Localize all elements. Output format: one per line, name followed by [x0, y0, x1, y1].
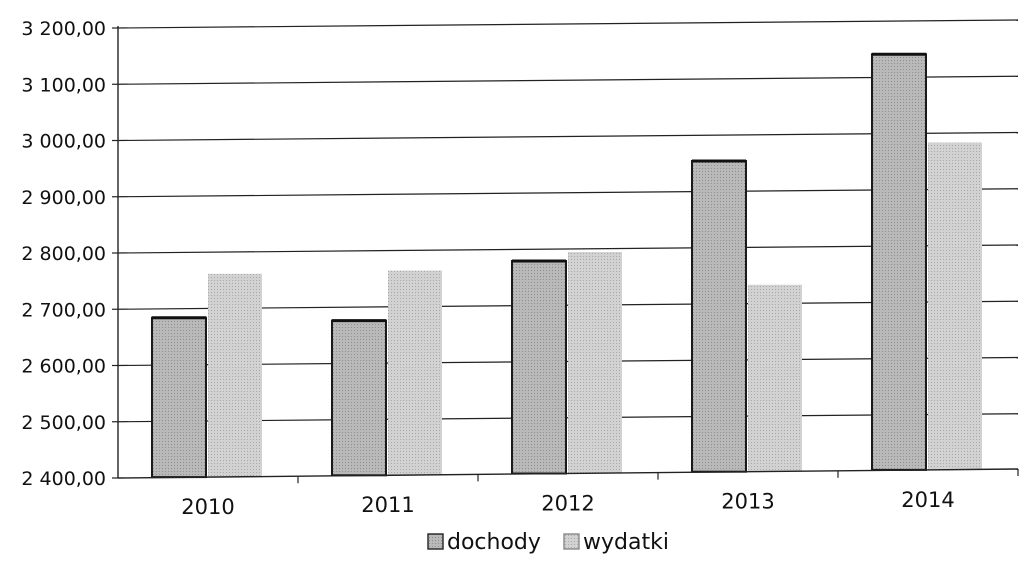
- gridline: [117, 131, 1019, 142]
- x-tick-label: 2011: [361, 493, 414, 517]
- gridline: [117, 244, 1019, 254]
- bar-dochody-2010: [151, 316, 207, 479]
- legend-label-wydatki: wydatki: [583, 530, 669, 555]
- legend-swatch-wydatki: [563, 533, 580, 550]
- y-tick-label: 2 500,00: [21, 412, 106, 434]
- legend-swatch-dochody: [427, 533, 444, 550]
- y-tick-label: 2 900,00: [21, 187, 106, 209]
- bar-dochody-2013: [691, 160, 747, 473]
- bar-wydatki-2014: [928, 142, 982, 470]
- y-tick-label: 2 400,00: [21, 468, 106, 490]
- bars: [151, 52, 982, 479]
- y-tick-label: 3 000,00: [21, 131, 106, 153]
- bar-wydatki-2013: [748, 284, 802, 472]
- x-tick-label: 2013: [721, 490, 774, 514]
- y-tick-label: 2 600,00: [21, 356, 106, 378]
- gridline: [117, 19, 1019, 29]
- axes: 2 400,00 2 500,00 2 600,00 2 700,00 2 800,00…: [21, 18, 1019, 519]
- gridline: [117, 75, 1019, 85]
- legend-label-dochody: dochody: [447, 530, 541, 555]
- y-tick-label: 2 700,00: [21, 299, 106, 321]
- y-tick-label: 2 800,00: [21, 243, 106, 265]
- bar-wydatki-2012: [568, 252, 622, 474]
- y-tick-label: 3 200,00: [21, 18, 106, 40]
- legend: dochody wydatki: [427, 530, 669, 555]
- bar-wydatki-2011: [388, 270, 442, 476]
- bar-dochody-2011: [331, 319, 387, 477]
- x-axis: [117, 468, 1019, 479]
- bar-dochody-2014: [871, 53, 927, 471]
- bar-wydatki-2010: [208, 273, 262, 478]
- gridline: [117, 188, 1019, 198]
- y-tick-label: 3 100,00: [21, 74, 106, 96]
- x-tick-label: 2010: [181, 495, 234, 519]
- x-tick-label: 2012: [541, 491, 594, 515]
- bar-dochody-2012: [511, 260, 567, 475]
- x-tick-label: 2014: [901, 488, 954, 512]
